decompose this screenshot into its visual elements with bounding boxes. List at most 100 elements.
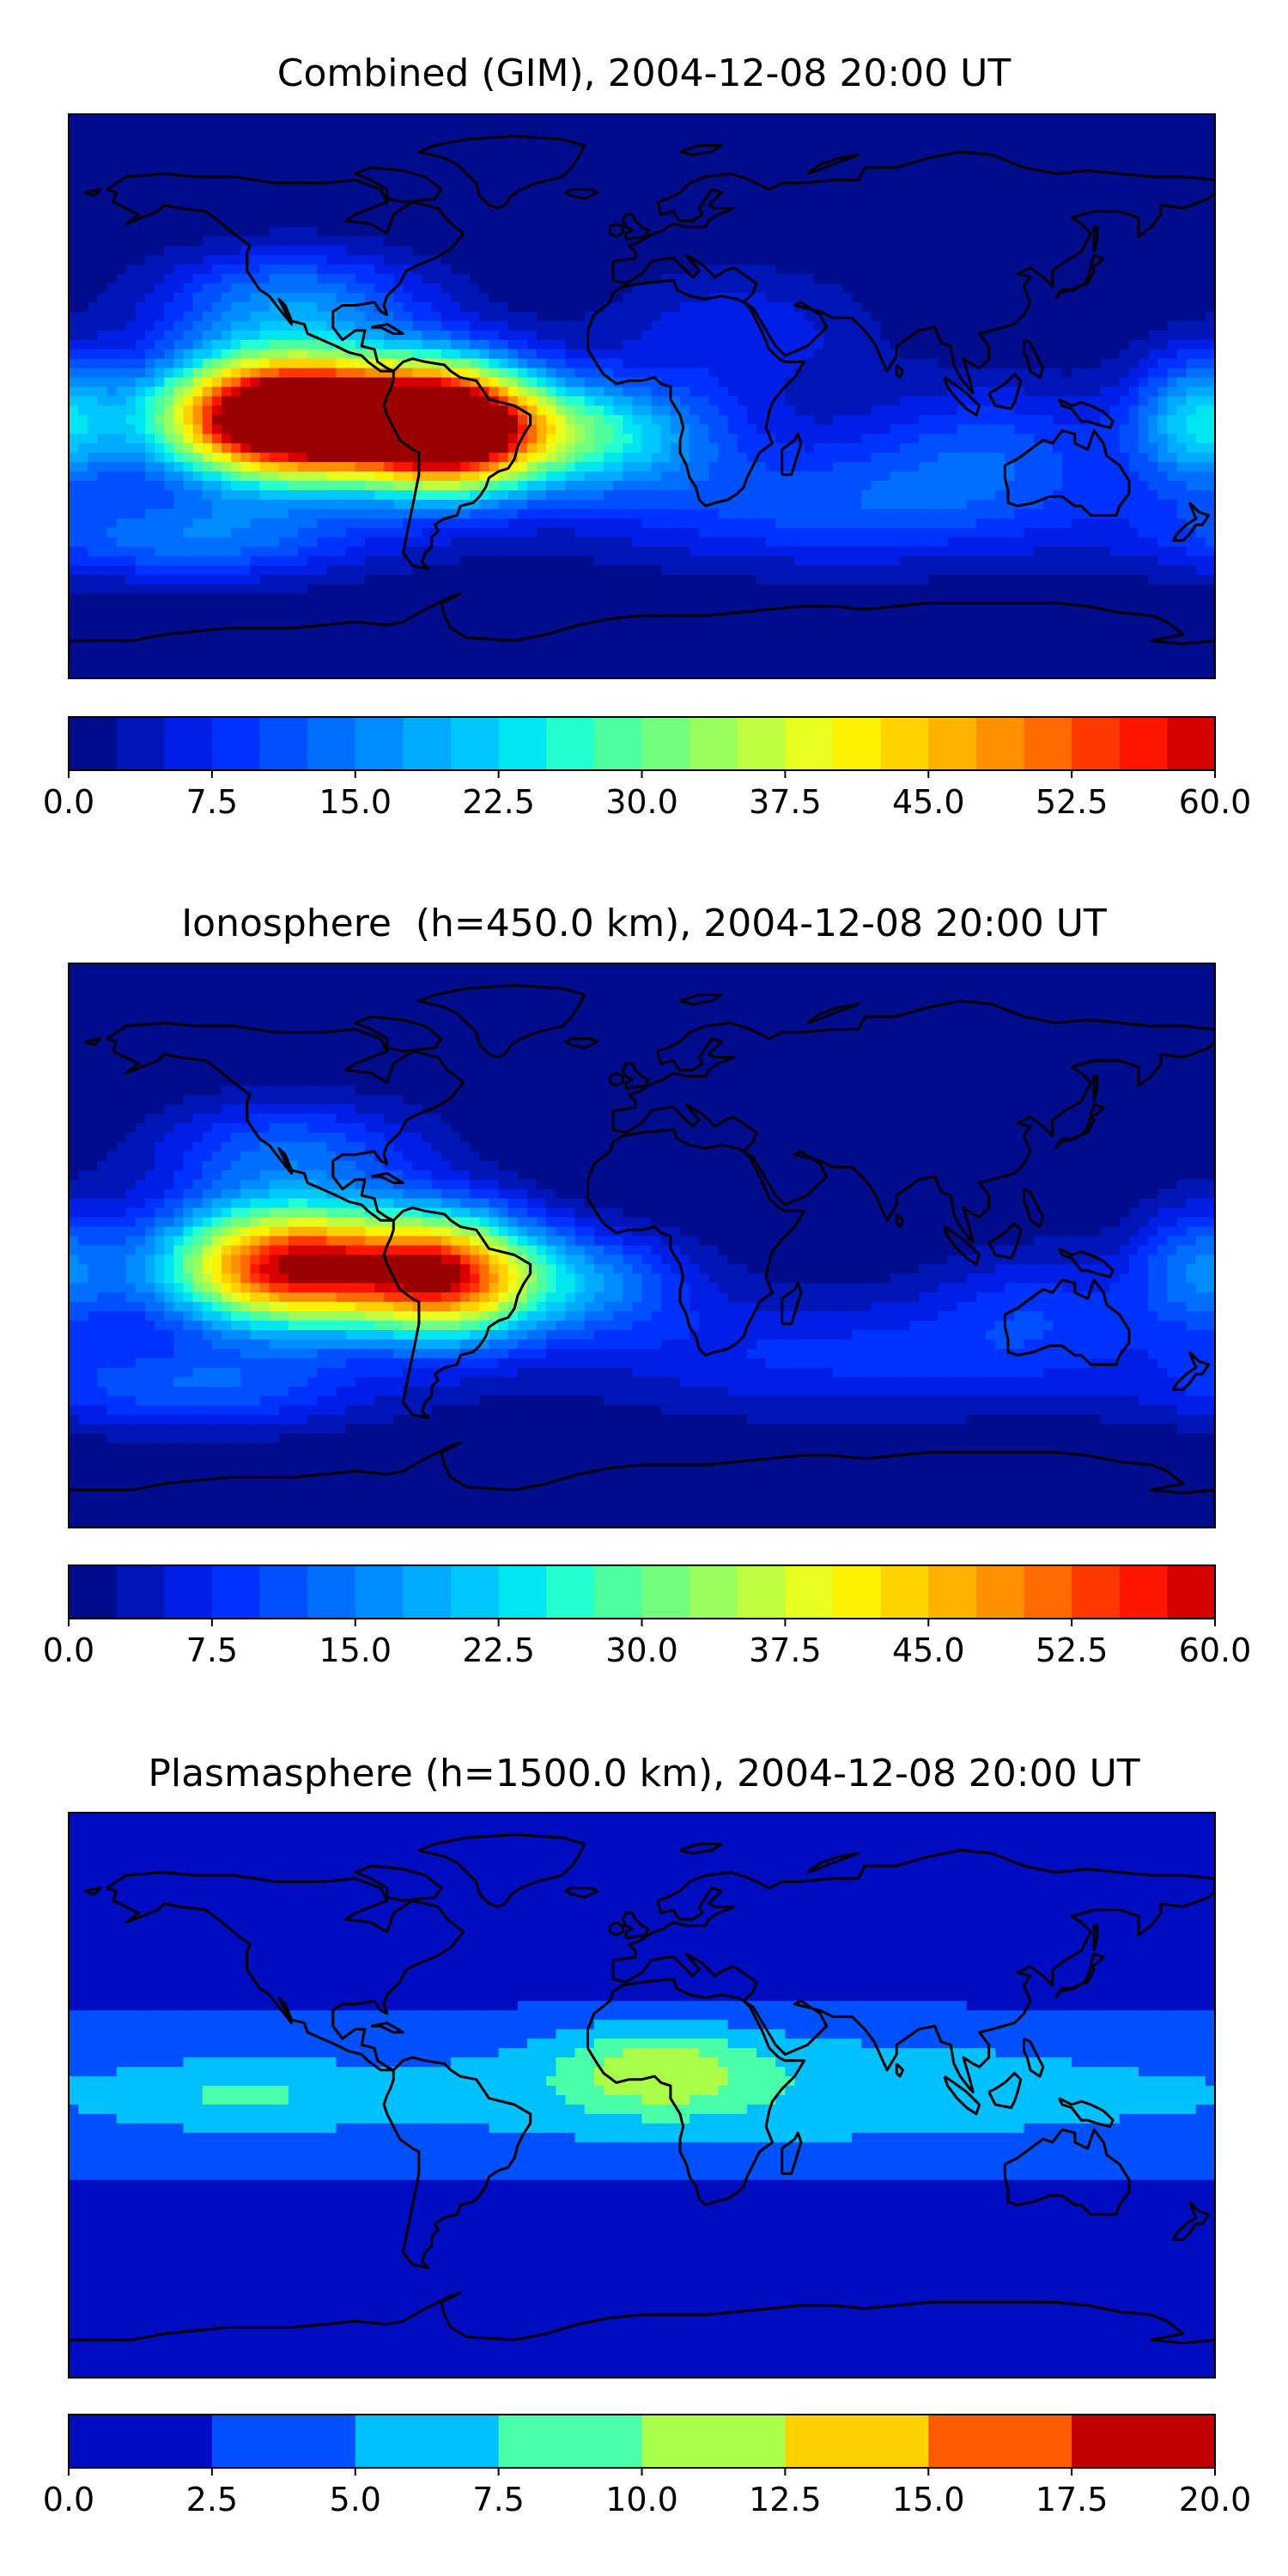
field-cell xyxy=(537,189,547,200)
field-cell xyxy=(1128,415,1139,425)
field-cell xyxy=(852,274,862,284)
field-cell xyxy=(623,358,633,369)
field-cell xyxy=(1005,471,1015,482)
field-cell xyxy=(135,217,146,228)
field-cell xyxy=(641,114,653,125)
field-cell xyxy=(565,377,576,388)
field-cell xyxy=(775,471,786,482)
field-cell xyxy=(623,179,633,191)
field-cell xyxy=(517,236,528,246)
field-cell xyxy=(202,217,213,228)
field-cell xyxy=(69,161,79,172)
field-cell xyxy=(231,386,241,398)
field-cell xyxy=(890,255,901,265)
field-cell xyxy=(460,246,471,256)
field-cell xyxy=(1167,170,1178,181)
field-cell xyxy=(852,443,862,453)
field-cell xyxy=(623,349,633,360)
field-cell xyxy=(298,123,308,134)
field-cell xyxy=(833,283,843,294)
field-cell xyxy=(164,114,174,125)
field-cell xyxy=(78,114,88,125)
field-cell xyxy=(250,189,261,200)
field-cell xyxy=(1042,189,1054,200)
field-cell xyxy=(336,198,347,210)
field-cell xyxy=(78,217,88,228)
field-cell xyxy=(794,311,805,322)
field-cell xyxy=(125,114,137,125)
field-cell xyxy=(498,405,509,416)
field-cell xyxy=(584,123,595,134)
field-cell xyxy=(1100,453,1111,463)
field-cell xyxy=(613,142,623,153)
field-cell xyxy=(97,217,108,228)
field-cell xyxy=(690,283,700,294)
field-cell xyxy=(899,349,910,360)
field-cell xyxy=(756,330,767,341)
field-cell xyxy=(393,170,404,181)
field-cell xyxy=(451,151,461,162)
field-cell xyxy=(231,170,241,181)
field-cell xyxy=(173,179,185,191)
field-cell xyxy=(374,339,385,350)
field-cell xyxy=(222,255,232,265)
field-cell xyxy=(155,293,165,303)
field-cell xyxy=(307,311,318,322)
field-cell xyxy=(517,358,528,369)
field-cell xyxy=(1024,236,1035,246)
field-cell xyxy=(690,499,700,510)
field-cell xyxy=(164,368,174,379)
field-cell xyxy=(384,132,394,143)
field-cell xyxy=(1128,386,1139,398)
field-cell xyxy=(804,311,815,322)
field-cell xyxy=(613,424,623,434)
field-cell xyxy=(804,274,815,284)
field-cell xyxy=(1052,471,1063,482)
field-cell xyxy=(737,386,748,398)
field-cell xyxy=(651,377,662,388)
field-cell xyxy=(125,189,137,200)
field-cell xyxy=(1148,405,1158,416)
field-cell xyxy=(460,236,471,246)
field-cell xyxy=(88,443,98,453)
field-cell xyxy=(833,453,843,463)
field-cell xyxy=(278,443,289,453)
field-cell xyxy=(173,283,185,294)
field-cell xyxy=(623,311,633,322)
field-cell xyxy=(384,499,394,510)
field-cell xyxy=(680,142,690,153)
field-cell xyxy=(584,443,595,453)
field-cell xyxy=(470,339,480,350)
field-cell xyxy=(604,151,614,162)
field-cell xyxy=(565,405,576,416)
field-cell xyxy=(192,114,204,125)
field-cell xyxy=(823,424,834,434)
field-cell xyxy=(537,320,547,331)
field-cell xyxy=(183,339,194,350)
field-cell xyxy=(355,274,366,284)
field-cell xyxy=(173,114,185,125)
field-cell xyxy=(1033,471,1044,482)
field-cell xyxy=(957,405,968,416)
field-cell xyxy=(479,453,490,463)
field-cell xyxy=(336,274,347,284)
field-cell xyxy=(880,330,891,341)
field-cell xyxy=(173,339,185,350)
field-cell xyxy=(1100,490,1111,501)
field-cell xyxy=(507,415,519,425)
field-cell xyxy=(250,283,261,294)
field-cell xyxy=(775,339,786,350)
field-cell xyxy=(211,311,222,322)
field-cell xyxy=(1119,453,1130,463)
field-cell xyxy=(546,236,556,246)
field-cell xyxy=(1128,349,1139,360)
field-cell xyxy=(412,358,423,369)
field-cell xyxy=(556,330,567,341)
field-cell xyxy=(861,424,872,434)
field-cell xyxy=(451,499,461,510)
field-cell xyxy=(852,227,862,237)
field-cell xyxy=(1167,453,1178,463)
field-cell xyxy=(1109,302,1121,313)
field-cell xyxy=(909,471,920,482)
field-cell xyxy=(919,415,929,425)
